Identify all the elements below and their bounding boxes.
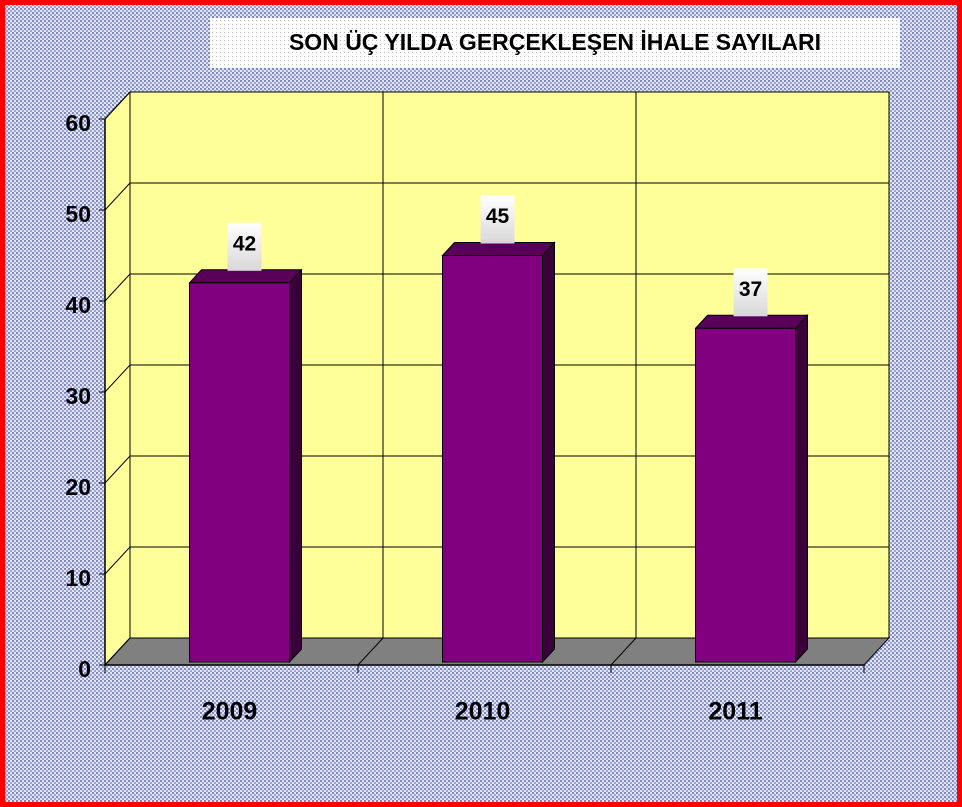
side-grid-line <box>104 364 131 393</box>
bar <box>695 327 796 663</box>
y-tick-label: 20 <box>65 474 91 500</box>
side-grid-line <box>104 182 131 211</box>
x-tick-label: 2010 <box>455 698 511 726</box>
plot: 0 10 20 30 40 50 60 2009 42 2010 45 2011 37 <box>65 90 891 726</box>
y-tick-label: 0 <box>78 656 91 682</box>
bar-top <box>694 314 809 329</box>
bar-top <box>441 242 556 256</box>
bar <box>189 282 290 663</box>
chart-title: SON ÜÇ YILDA GERÇEKLEŞEN İHALE SAYILARI <box>289 29 821 55</box>
value-label: 42 <box>233 232 256 255</box>
bar-side <box>542 241 555 664</box>
bar-side <box>289 268 302 664</box>
y-tick-label: 50 <box>65 201 91 227</box>
y-tick-label: 60 <box>65 110 91 136</box>
x-tick-label: 2009 <box>202 698 258 726</box>
floor-line <box>610 637 637 666</box>
side-grid-line <box>104 546 131 575</box>
x-tick-label: 2011 <box>708 698 762 726</box>
value-label: 45 <box>486 205 510 228</box>
side-grid-line <box>104 273 131 302</box>
y-tick-label: 40 <box>65 292 91 318</box>
value-label: 37 <box>739 278 762 301</box>
side-grid-line <box>104 91 131 120</box>
side-grid-line <box>104 455 131 484</box>
y-tick-label: 10 <box>65 565 91 591</box>
value-label-box <box>733 268 768 317</box>
bar-top <box>188 269 303 284</box>
title-box <box>210 18 900 68</box>
y-tick-label: 30 <box>65 383 91 409</box>
side-grid-line <box>104 637 131 666</box>
value-label-box <box>227 222 262 271</box>
value-label-box <box>480 195 515 244</box>
bar-side <box>795 314 808 664</box>
bar <box>442 255 543 663</box>
floor-line <box>357 637 384 666</box>
